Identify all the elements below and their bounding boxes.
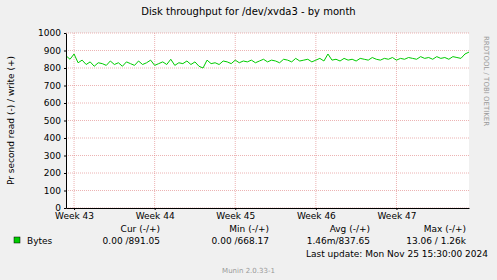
tick-label: Week 44 <box>136 211 175 221</box>
tick: Week 47 <box>377 208 416 221</box>
tick: 1000 <box>38 28 66 38</box>
line <box>66 52 469 68</box>
grid <box>66 33 469 208</box>
grid-line <box>66 33 469 34</box>
tick-mark <box>64 156 66 157</box>
legend-swatch <box>14 237 20 243</box>
axis-line <box>67 208 470 209</box>
tick-mark <box>64 191 66 192</box>
grid-line <box>66 68 469 69</box>
tick-mark <box>64 208 66 209</box>
grid-line <box>66 208 469 209</box>
grid-line <box>235 33 236 208</box>
grid-line <box>66 173 469 174</box>
y-axis-title: Pr second read (-) / write (+) <box>6 56 16 185</box>
tick: 200 <box>44 168 66 178</box>
grid-line <box>154 33 155 208</box>
grid-line <box>66 85 469 86</box>
grid-line <box>66 190 469 191</box>
tick: 500 <box>44 116 66 126</box>
tick-label: 900 <box>44 46 61 56</box>
tick: Week 44 <box>136 208 175 221</box>
x-axis: Week 43Week 44Week 45Week 46Week 47 <box>55 208 469 221</box>
tick-mark <box>64 103 66 104</box>
tick-mark <box>396 208 397 210</box>
grid-line <box>66 103 469 104</box>
stats-header: Avg (-/+) <box>330 224 370 234</box>
tick-label: 0 <box>55 203 61 213</box>
tick: Week 45 <box>216 208 255 221</box>
stats-value: 0.00 /891.05 <box>103 236 160 246</box>
tick-mark <box>155 208 156 210</box>
chart: Week 43Week 44Week 45Week 46Week 4701002… <box>0 0 497 280</box>
tick-mark <box>64 68 66 69</box>
grid-line <box>66 50 469 51</box>
tick-mark <box>235 208 236 210</box>
stats-value: 13.06 / 1.26k <box>406 236 467 246</box>
tick-label: Week 45 <box>216 211 255 221</box>
tick: Week 46 <box>297 208 336 221</box>
grid-line <box>66 120 469 121</box>
y-axis: 0 100 200 300 400 500 600 700 800 900 1000 <box>38 28 66 213</box>
plot-area <box>66 33 469 208</box>
stats-header: Cur (-/+) <box>121 224 160 234</box>
tick-label: Week 46 <box>297 211 336 221</box>
tick: 100 <box>44 186 66 196</box>
title: Disk throughput for /dev/xvda3 - by mont… <box>141 6 355 17</box>
grid-line <box>396 33 397 208</box>
stats-value: 0.00 /668.17 <box>212 236 269 246</box>
generator: Munin 2.0.33-1 <box>222 267 275 275</box>
tick-mark <box>64 33 66 34</box>
tick: 900 <box>44 46 66 56</box>
tick-mark <box>64 138 66 139</box>
tick: 300 <box>44 151 66 161</box>
grid-line <box>74 33 75 208</box>
stats-header: Max (-/+) <box>424 224 466 234</box>
tick-mark <box>74 208 75 210</box>
tick: 600 <box>44 98 66 108</box>
tick-label: 200 <box>44 168 61 178</box>
series-group <box>66 52 469 68</box>
background <box>0 0 497 280</box>
grid-line <box>315 33 316 208</box>
tick-label: 600 <box>44 98 61 108</box>
tick-label: 100 <box>44 186 61 196</box>
stats-value: 1.46m/837.65 <box>307 236 370 246</box>
axis-line <box>66 34 67 209</box>
legend-label: Bytes <box>27 236 53 246</box>
tick-label: 700 <box>44 81 61 91</box>
tick-label: Week 47 <box>377 211 416 221</box>
tick-label: 800 <box>44 63 61 73</box>
grid-line <box>66 138 469 139</box>
grid-line <box>66 155 469 156</box>
tick-label: 400 <box>44 133 61 143</box>
footer: Last update: Mon Nov 25 15:30:00 2024 <box>306 249 488 259</box>
tick: 400 <box>44 133 66 143</box>
tick-label: 300 <box>44 151 61 161</box>
tick-mark <box>64 173 66 174</box>
tick-mark <box>64 86 66 87</box>
watermark: RRDTOOL / TOBI OETIKER <box>482 36 490 126</box>
stats-header: Min (-/+) <box>229 224 269 234</box>
tick-mark <box>64 121 66 122</box>
tick: 700 <box>44 81 66 91</box>
tick-mark <box>64 51 66 52</box>
tick-label: 1000 <box>38 28 61 38</box>
tick-label: 500 <box>44 116 61 126</box>
tick: 0 <box>55 203 66 213</box>
tick-mark <box>316 208 317 210</box>
tick: 800 <box>44 63 66 73</box>
